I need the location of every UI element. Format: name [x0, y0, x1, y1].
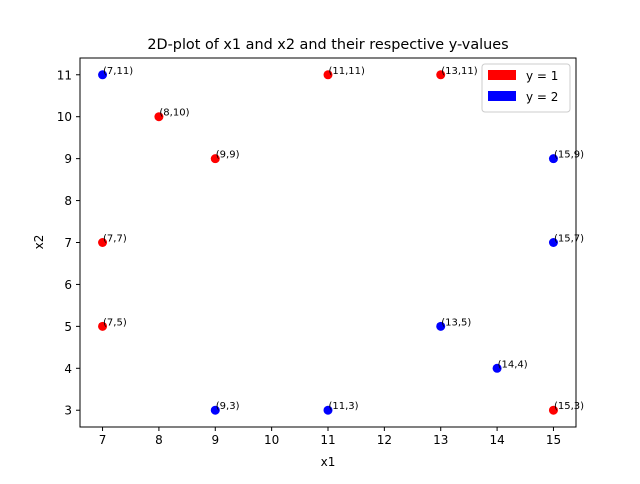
plot-marks: (8,10) (9,9) (7,7) (7,5) (11,11) (13,11) (15,3… — [98, 66, 584, 415]
y-tick-label: 5 — [64, 320, 72, 334]
legend: y = 1 y = 2 — [481, 63, 571, 113]
y-tick-label: 9 — [64, 152, 72, 166]
data-label: (14,4) — [498, 359, 528, 370]
y-tick-label: 10 — [57, 110, 72, 124]
data-point — [154, 112, 164, 122]
data-label: (13,5) — [441, 317, 471, 328]
x-tick-label: 13 — [433, 433, 448, 447]
x-axis-label: x1 — [321, 455, 336, 469]
data-point — [210, 405, 220, 415]
y-tick-label: 11 — [57, 68, 72, 82]
data-label: (15,7) — [554, 234, 584, 245]
y-tick-label: 4 — [64, 362, 72, 376]
data-point — [436, 70, 446, 80]
data-point — [492, 363, 502, 373]
data-label: (11,3) — [329, 401, 359, 412]
data-point — [323, 405, 333, 415]
legend-swatch — [488, 70, 516, 80]
data-point — [548, 154, 558, 164]
y-tick-label: 8 — [64, 194, 72, 208]
y-axis-label: x2 — [32, 235, 46, 250]
x-tick-label: 12 — [377, 433, 392, 447]
x-axis: 7 8 9 10 11 12 13 14 15 — [99, 427, 561, 447]
chart-title: 2D-plot of x1 and x2 and their respectiv… — [147, 37, 508, 53]
data-label: (15,9) — [554, 150, 584, 161]
y-tick-label: 6 — [64, 278, 72, 292]
data-point — [548, 405, 558, 415]
y-tick-label: 3 — [64, 404, 72, 418]
data-point — [98, 321, 108, 331]
x-tick-label: 9 — [211, 433, 219, 447]
legend-swatch — [488, 91, 516, 101]
x-tick-label: 10 — [264, 433, 279, 447]
x-tick-label: 11 — [320, 433, 335, 447]
legend-label: y = 2 — [526, 90, 558, 104]
data-label: (9,9) — [216, 150, 240, 161]
y-tick-label: 7 — [64, 236, 72, 250]
x-tick-label: 14 — [489, 433, 504, 447]
data-point — [548, 238, 558, 247]
data-label: (13,11) — [441, 66, 478, 77]
data-point — [98, 70, 108, 80]
data-label: (7,5) — [103, 317, 127, 328]
data-label: (7,11) — [103, 66, 133, 77]
data-point — [436, 321, 446, 331]
x-tick-label: 15 — [546, 433, 561, 447]
data-label: (7,7) — [103, 234, 127, 245]
data-label: (15,3) — [554, 401, 584, 412]
data-label: (8,10) — [159, 108, 189, 119]
legend-label: y = 1 — [526, 69, 558, 83]
x-tick-label: 8 — [155, 433, 163, 447]
data-label: (9,3) — [216, 401, 240, 412]
y-axis: 3 4 5 6 7 8 9 10 11 — [57, 68, 80, 418]
data-point — [323, 70, 333, 80]
data-point — [210, 154, 220, 164]
data-label: (11,11) — [329, 66, 366, 77]
data-point — [98, 238, 108, 247]
x-tick-label: 7 — [99, 433, 107, 447]
plot-area-frame — [79, 57, 577, 428]
